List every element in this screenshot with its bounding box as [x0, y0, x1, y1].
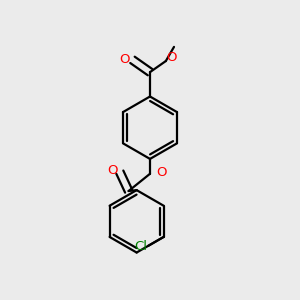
Text: O: O: [119, 53, 130, 66]
Text: O: O: [167, 51, 177, 64]
Text: O: O: [107, 164, 117, 177]
Text: O: O: [157, 167, 167, 179]
Text: Cl: Cl: [134, 240, 147, 253]
